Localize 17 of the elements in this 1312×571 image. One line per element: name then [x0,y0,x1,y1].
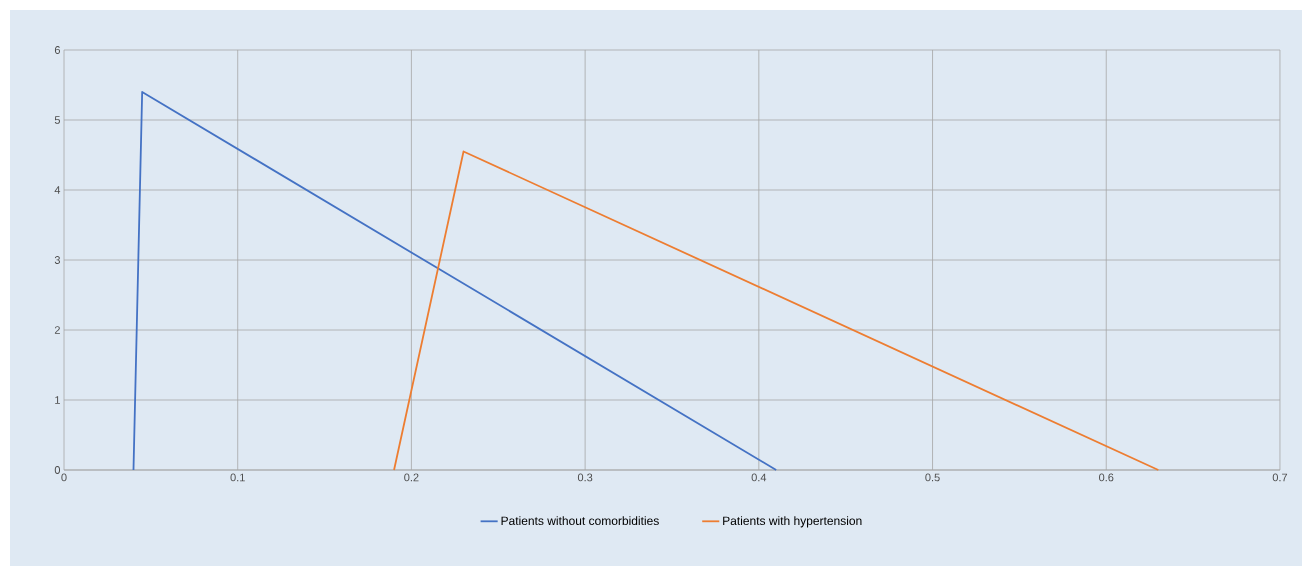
legend-label: Patients without comorbidities [501,516,659,526]
x-tick-label: 0 [61,473,67,482]
y-tick-label: 4 [54,186,61,194]
y-tick-label: 3 [54,256,60,264]
legend-label: Patients with hypertension [723,516,862,528]
y-tick-label: 6 [54,46,60,54]
y-tick-label: 1 [55,396,60,404]
y-tick-label: 0 [54,466,61,474]
x-tick-label: 0.4 [751,473,767,482]
x-tick-label: 0.5 [925,473,940,482]
x-tick-label: 0.3 [577,473,593,482]
x-tick-label: 0.6 [1099,473,1114,482]
x-tick-label: 0.1 [230,473,245,482]
x-tick-label: 0.7 [1272,473,1288,482]
y-tick-label: 5 [54,116,60,124]
y-tick-label: 2 [54,326,60,334]
x-tick-label: 0.2 [404,473,419,482]
